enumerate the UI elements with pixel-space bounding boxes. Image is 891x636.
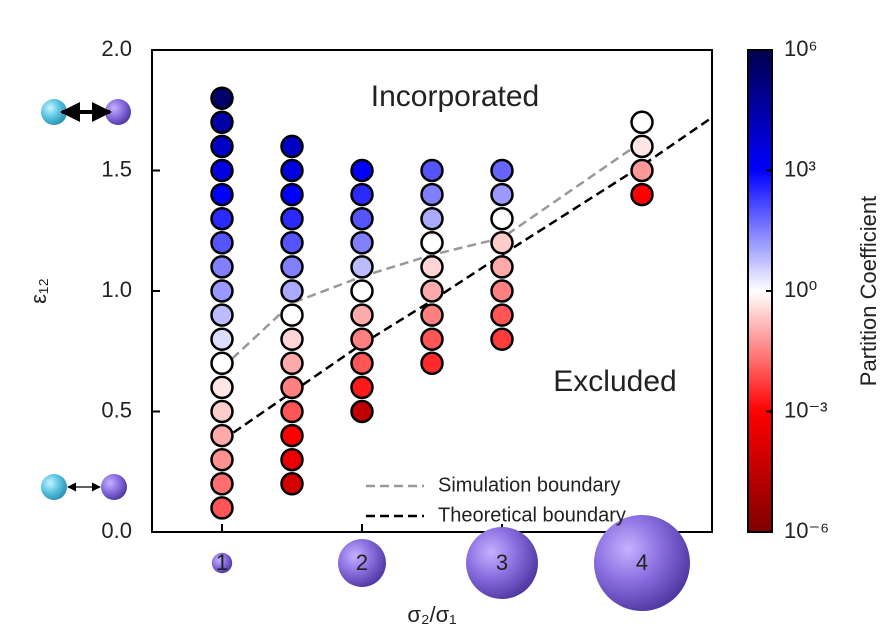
x-tick-label: 2 [356, 550, 368, 575]
data-point [280, 472, 304, 496]
data-point [210, 327, 234, 351]
data-point [350, 182, 374, 207]
data-point [490, 279, 514, 303]
data-point [280, 399, 304, 424]
data-point [210, 134, 234, 159]
data-point [350, 399, 374, 424]
data-point [420, 303, 444, 327]
data-point [280, 158, 304, 183]
data-point [280, 255, 304, 279]
data-point [630, 110, 654, 135]
data-point [280, 303, 304, 327]
data-point [420, 279, 444, 303]
data-point [350, 375, 374, 400]
data-point [490, 206, 514, 231]
data-point [210, 423, 234, 448]
annotation: Excluded [553, 365, 676, 398]
data-point [490, 303, 514, 327]
data-point [350, 351, 374, 376]
y-tick-label: 1.0 [101, 277, 132, 302]
data-point [280, 279, 304, 303]
data-point [210, 351, 234, 376]
data-point [210, 496, 234, 520]
sphere-icon [41, 474, 67, 500]
colorbar-tick-label: 10⁶ [784, 36, 818, 61]
data-point [210, 182, 234, 207]
data-point [350, 158, 374, 183]
bond-icons [41, 99, 131, 500]
data-point [490, 327, 514, 351]
size-sphere [338, 539, 386, 587]
colorbar-tick-label: 10⁰ [784, 277, 817, 302]
x-axis-label: σ₂/σ₁ [407, 602, 456, 627]
data-point [280, 375, 304, 400]
legend-text: Theoretical boundary [438, 504, 626, 526]
annotation: Incorporated [371, 80, 539, 113]
data-point [210, 86, 234, 110]
data-point [280, 231, 304, 255]
data-point [210, 375, 234, 400]
size-sphere [466, 527, 538, 599]
data-point [490, 255, 514, 279]
data-point [630, 182, 654, 207]
data-point [210, 231, 234, 255]
data-point [210, 158, 234, 183]
data-point [420, 327, 444, 351]
data-point [350, 303, 374, 327]
data-point [280, 327, 304, 351]
x-tick-label: 1 [216, 550, 228, 575]
data-point [350, 279, 374, 303]
data-point [210, 279, 234, 303]
data-point [350, 206, 374, 231]
data-point [210, 110, 234, 135]
boundary-line [221, 140, 643, 370]
sphere-icon [101, 474, 127, 500]
data-point [420, 182, 444, 207]
x-tick-label: 3 [496, 550, 508, 575]
data-point [210, 447, 234, 472]
data-point [420, 206, 444, 231]
data-point [280, 447, 304, 472]
colorbar-tick-label: 10⁻³ [784, 397, 827, 422]
y-axis-label: ε₁₂ [26, 278, 51, 304]
data-point [490, 231, 514, 255]
data-point [210, 472, 234, 496]
x-tick-label: 4 [636, 550, 648, 575]
y-tick-label: 0.0 [101, 518, 132, 543]
data-point [420, 158, 444, 183]
data-point [280, 134, 304, 159]
data-point [420, 255, 444, 279]
data-point [210, 206, 234, 231]
size-sphere [211, 552, 233, 574]
data-point [210, 399, 234, 424]
data-point [280, 182, 304, 207]
data-point [210, 303, 234, 327]
y-tick-label: 1.5 [101, 156, 132, 181]
data-point [420, 231, 444, 255]
colorbar-tick-label: 10³ [784, 156, 816, 181]
data-point [280, 423, 304, 448]
data-point [490, 182, 514, 207]
colorbar-tick-label: 10⁻⁶ [784, 518, 829, 543]
data-point [420, 351, 444, 376]
data-point [280, 206, 304, 231]
y-tick-label: 0.5 [101, 397, 132, 422]
colorbar-label: Partition Coefficient [856, 196, 881, 386]
data-point [210, 255, 234, 279]
y-tick-label: 2.0 [101, 36, 132, 61]
size-sphere [594, 515, 690, 611]
data-point [350, 231, 374, 255]
legend-text: Simulation boundary [438, 474, 620, 496]
data-point [490, 158, 514, 183]
data-point [350, 255, 374, 279]
data-point [630, 134, 654, 159]
data-point [350, 327, 374, 351]
data-point [280, 351, 304, 376]
data-point [630, 158, 654, 183]
